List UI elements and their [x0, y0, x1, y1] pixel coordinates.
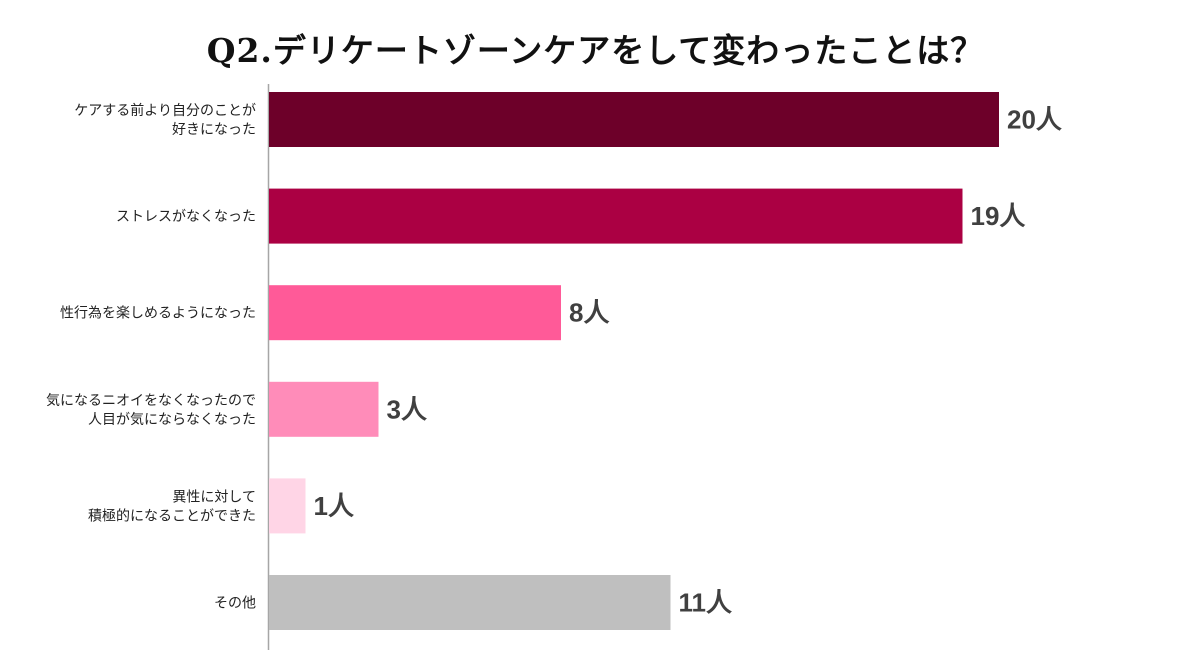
category-label-line: ストレスがなくなった: [116, 209, 256, 225]
category-label-4: 異性に対して積極的になることができた: [88, 489, 256, 524]
category-label-line: その他: [214, 596, 256, 612]
bar-0: [269, 92, 999, 147]
category-label-2: 性行為を楽しめるようになった: [60, 306, 256, 322]
category-label-line: 性行為を楽しめるようになった: [60, 306, 256, 322]
value-label-1: 19人: [971, 201, 1026, 231]
category-label-line: 人目が気にならなくなった: [88, 412, 256, 428]
category-label-line: 異性に対して: [172, 489, 256, 505]
bar-5: [269, 575, 671, 630]
category-label-0: ケアする前より自分のことが好きになった: [74, 102, 256, 138]
value-label-5: 11人: [679, 588, 733, 618]
bar-3: [269, 381, 379, 437]
category-label-3: 気になるニオイをなくなったので人目が気にならなくなった: [46, 393, 256, 428]
category-label-line: 積極的になることができた: [88, 508, 256, 524]
category-label-line: 好きになった: [172, 122, 256, 138]
category-label-5: その他: [214, 596, 256, 612]
category-label-line: 気になるニオイをなくなったので: [46, 393, 256, 409]
category-label-1: ストレスがなくなった: [116, 209, 256, 225]
bar-2: [269, 285, 561, 341]
chart-title: Q2.デリケートゾーンケアをして変わったことは？: [206, 31, 985, 70]
value-label-3: 3人: [387, 394, 427, 424]
value-label-4: 1人: [314, 491, 354, 521]
category-label-line: ケアする前より自分のことが: [74, 102, 256, 119]
bar-1: [269, 188, 963, 244]
bar-4: [269, 478, 306, 534]
value-label-0: 20人: [1007, 105, 1062, 135]
value-label-2: 8人: [569, 298, 609, 328]
